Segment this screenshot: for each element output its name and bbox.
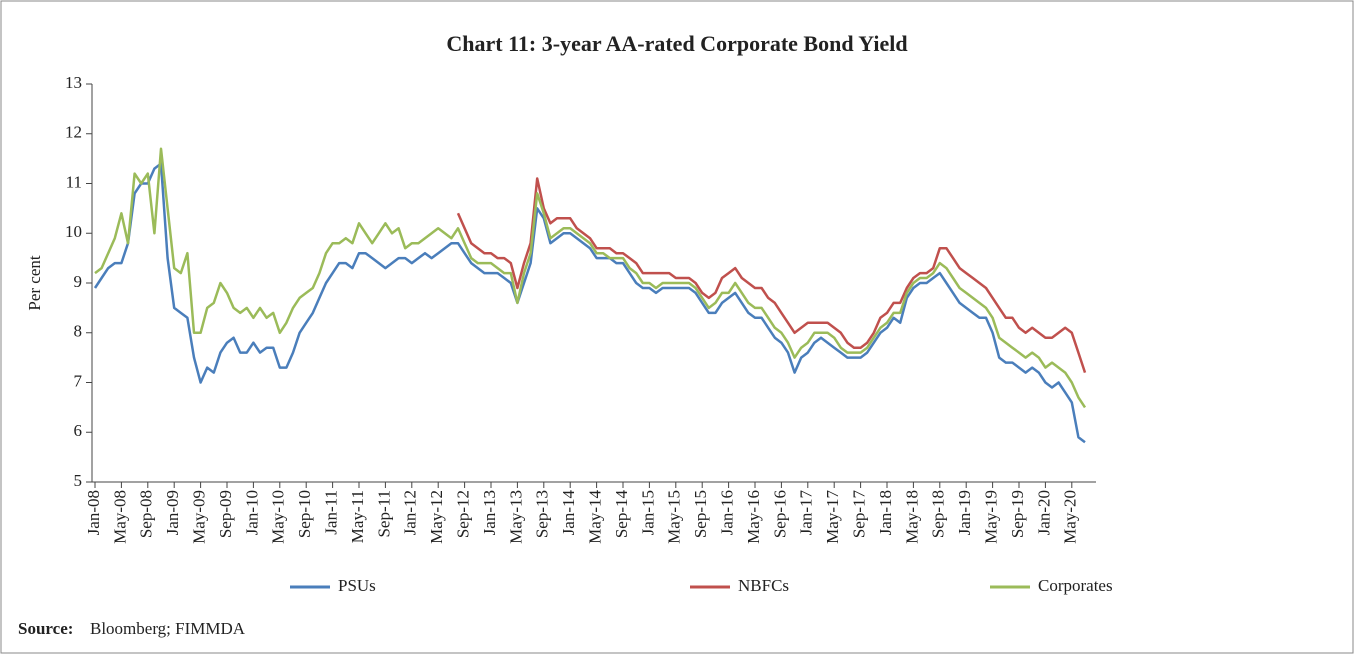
series-line [94,147,1087,409]
legend-label: Corporates [1038,576,1113,595]
x-tick-label: Jan-18 [876,490,895,535]
y-tick-label: 8 [74,322,83,341]
y-tick-label: 12 [65,123,82,142]
x-tick-label: Sep-13 [533,490,552,538]
y-tick-label: 10 [65,222,82,241]
x-tick-label: May-20 [1061,490,1080,544]
x-tick-label: Jan-20 [1034,490,1053,535]
x-tick-label: Jan-12 [401,490,420,535]
source-text: Bloomberg; FIMMDA [90,619,246,638]
x-tick-label: May-12 [427,490,446,544]
legend-label: PSUs [338,576,376,595]
x-tick-label: May-09 [190,490,209,544]
x-tick-label: Jan-14 [559,490,578,536]
x-tick-label: May-13 [506,490,525,544]
x-tick-label: Sep-14 [612,490,631,539]
x-tick-label: May-17 [823,490,842,544]
x-tick-label: Jan-13 [480,490,499,535]
x-tick-label: Jan-17 [797,490,816,536]
x-tick-label: Sep-08 [137,490,156,538]
x-tick-label: May-10 [269,490,288,544]
y-tick-label: 6 [74,421,83,440]
x-tick-label: Sep-09 [216,490,235,538]
y-tick-label: 13 [65,73,82,92]
x-tick-label: May-08 [110,490,129,544]
x-tick-label: Jan-09 [163,490,182,535]
source-label: Source: [18,619,73,638]
x-tick-label: Sep-11 [374,490,393,538]
y-tick-label: 9 [74,272,83,291]
y-axis-label: Per cent [25,255,44,311]
x-tick-label: May-19 [982,490,1001,544]
x-tick-label: Sep-15 [691,490,710,538]
series-line [93,162,1086,444]
series-line [456,177,1087,373]
x-tick-label: May-15 [665,490,684,544]
y-tick-label: 11 [66,172,82,191]
x-tick-label: Sep-10 [295,490,314,538]
x-tick-label: Jan-16 [718,490,737,535]
x-tick-label: Sep-17 [850,490,869,539]
x-tick-label: May-11 [348,490,367,543]
x-tick-label: Jan-19 [955,490,974,535]
x-tick-label: Sep-19 [1008,490,1027,538]
chart-title: Chart 11: 3-year AA-rated Corporate Bond… [446,31,907,56]
y-tick-label: 5 [74,471,83,490]
x-tick-label: May-14 [586,490,605,544]
x-tick-label: May-16 [744,490,763,544]
x-tick-label: Sep-16 [770,490,789,538]
x-tick-label: May-18 [902,490,921,544]
x-tick-label: Jan-10 [242,490,261,535]
legend-label: NBFCs [738,576,789,595]
x-tick-label: Sep-18 [929,490,948,538]
x-tick-label: Sep-12 [454,490,473,538]
x-tick-label: Jan-08 [84,490,103,535]
y-tick-label: 7 [74,371,83,390]
x-tick-label: Jan-15 [638,490,657,535]
x-tick-label: Jan-11 [322,490,341,535]
